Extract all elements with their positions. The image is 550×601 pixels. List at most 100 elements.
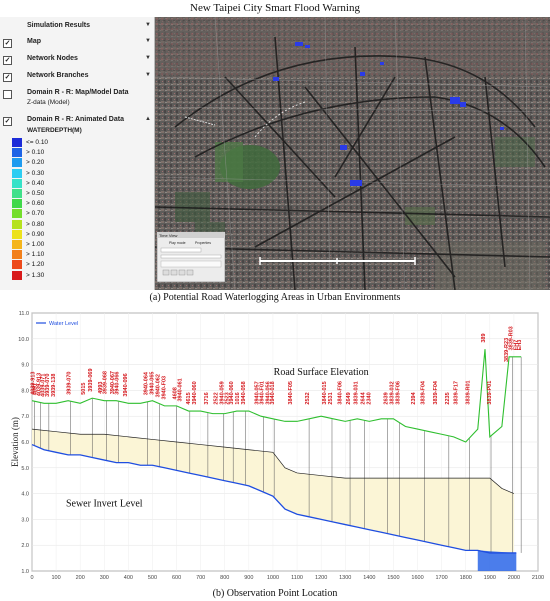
legend-item: > 1.10 (12, 250, 152, 260)
elevation-profile-chart: 4039-913 4091 4039-913 4039-071 3939-070 3939… (0, 305, 550, 585)
expand-arrow-icon[interactable]: ▼ (145, 38, 151, 44)
expand-arrow-icon[interactable]: ▼ (145, 72, 151, 78)
observation-label: 3939-070 (67, 372, 73, 395)
layers-sidebar: Simulation Results ▼ ✓ Map ▼ ✓ Network Nodes ▼ ✓… (0, 17, 155, 290)
observation-label: 3840-F06 (338, 381, 344, 405)
layer-label: Simulation Results (27, 22, 91, 29)
layer-checkbox[interactable]: ✓ (3, 73, 12, 82)
observation-label: 2522 (214, 392, 220, 404)
layer-label: Network Branches (27, 72, 89, 79)
series-line (31, 349, 522, 443)
x-tick-label: 1400 (363, 575, 375, 581)
observation-label: 3839-F06 (395, 381, 401, 405)
series-line (31, 428, 515, 494)
observation-label: 3940-F03 (162, 376, 168, 400)
x-tick-label: 100 (52, 575, 61, 581)
legend-label: > 0.60 (26, 200, 45, 208)
observation-label: 1016 (235, 392, 241, 404)
x-tick-label: 1600 (411, 575, 423, 581)
map-canvas[interactable]: Time View Play mode Properties (155, 17, 550, 290)
legend-label: > 1.20 (26, 261, 45, 269)
observation-label: 3839-F04 (433, 380, 439, 404)
observation-label: 4608 (173, 387, 179, 399)
x-tick-label: 600 (172, 575, 181, 581)
observation-label: 3940-060 (229, 381, 235, 404)
layer-row-domain-r-r-map-model-data[interactable]: Domain R - R: Map/Model Data (0, 88, 155, 102)
legend-swatch (12, 168, 22, 178)
observation-label: 3940-059 (220, 381, 226, 404)
legend-item: > 0.40 (12, 178, 152, 188)
layer-checkbox[interactable]: ✓ (3, 56, 12, 65)
layer-row-network-nodes[interactable]: ✓ Network Nodes ▼ (0, 54, 155, 68)
caption-b: (b) Observation Point Location (212, 588, 338, 599)
observation-label: 4039-913 (36, 373, 42, 396)
layer-checkbox[interactable]: ✓ (3, 117, 12, 126)
observation-label: 2644 (361, 391, 367, 404)
legend-label: > 0.90 (26, 230, 45, 238)
observation-label: 3839-R03 (509, 326, 515, 350)
observation-label: 4039-913 (30, 372, 36, 395)
legend-label: > 0.20 (26, 159, 45, 167)
observation-label: 3939-070 (45, 374, 51, 397)
legend-item: > 0.80 (12, 219, 152, 229)
observation-label: 3839-032 (389, 381, 395, 404)
zdata-label: Z-data (Model) (27, 99, 70, 106)
layer-label: Map (27, 38, 41, 45)
observation-label: 5015 (81, 383, 87, 395)
legend-label: > 0.10 (26, 149, 45, 157)
legend-item: > 0.60 (12, 199, 152, 209)
layer-row-map[interactable]: ✓ Map ▼ (0, 37, 155, 51)
observation-label: 3940-056 (265, 381, 271, 404)
time-view-dialog[interactable]: Time View Play mode Properties (156, 231, 226, 283)
collapse-arrow-icon[interactable]: ▲ (145, 116, 151, 122)
legend-item: > 0.50 (12, 189, 152, 198)
legend-swatch (12, 189, 22, 198)
observation-label: EH7 (514, 340, 520, 351)
observation-label: 3940-061 (177, 378, 183, 401)
expand-arrow-icon[interactable]: ▼ (145, 55, 151, 61)
flood-patches (273, 42, 504, 186)
legend-swatch (12, 240, 22, 249)
observation-label: 3939-069 (88, 368, 94, 391)
x-tick-label: 1500 (387, 575, 399, 581)
observation-label: 3839-F04 (421, 380, 427, 404)
legend-item: > 0.70 (12, 209, 152, 219)
x-tick-label: 1000 (267, 575, 279, 581)
layer-label: Network Nodes (27, 55, 78, 62)
x-tick-label: 900 (244, 575, 253, 581)
layer-checkbox[interactable] (3, 90, 12, 99)
observation-label: 3840-F05 (288, 381, 294, 405)
x-tick-label: 300 (100, 575, 109, 581)
series-line (31, 443, 517, 554)
y-tick-label: 1.0 (21, 569, 29, 575)
legend-swatch (12, 270, 22, 280)
legend-label: Water Level (49, 321, 78, 327)
legend-swatch (12, 250, 22, 260)
legend-item: > 0.90 (12, 229, 152, 239)
layer-label: Domain R - R: Map/Model Data (27, 89, 129, 96)
observation-label: 3940-064 (144, 371, 150, 395)
expand-arrow-icon[interactable]: ▼ (145, 22, 151, 28)
layer-row-domain-r-r-animated-data[interactable]: ✓ Domain R - R: Animated Data ▲ (0, 115, 155, 129)
x-tick-label: 200 (76, 575, 85, 581)
layer-row-simulation-results[interactable]: Simulation Results ▼ (0, 21, 155, 35)
annotation-sewer-invert: Sewer Invert Level (66, 499, 143, 510)
legend-label: > 1.00 (26, 241, 45, 248)
legend-label: > 0.40 (26, 179, 45, 187)
annotation-road-surface: Road Surface Elevation (274, 367, 369, 378)
layer-checkbox[interactable]: ✓ (3, 39, 12, 48)
observation-label: 3939-138 (51, 374, 57, 397)
observation-label: 3839-F17 (453, 381, 459, 405)
layer-row-network-branches[interactable]: ✓ Network Branches ▼ (0, 71, 155, 85)
y-tick-label: 9.0 (21, 363, 29, 369)
observation-label: 3839-R23 (504, 338, 510, 362)
satellite-map[interactable]: Time View Play mode Properties (155, 17, 550, 290)
water-pool (477, 550, 517, 571)
x-tick-label: 1900 (484, 575, 496, 581)
x-tick-label: 2100 (532, 575, 544, 581)
legend-label: > 0.80 (26, 220, 45, 228)
x-tick-label: 700 (196, 575, 205, 581)
y-axis-label: Elevation (m) (10, 417, 20, 467)
y-tick-label: 8.0 (21, 388, 29, 394)
observation-label: 3940-067 (110, 371, 116, 394)
